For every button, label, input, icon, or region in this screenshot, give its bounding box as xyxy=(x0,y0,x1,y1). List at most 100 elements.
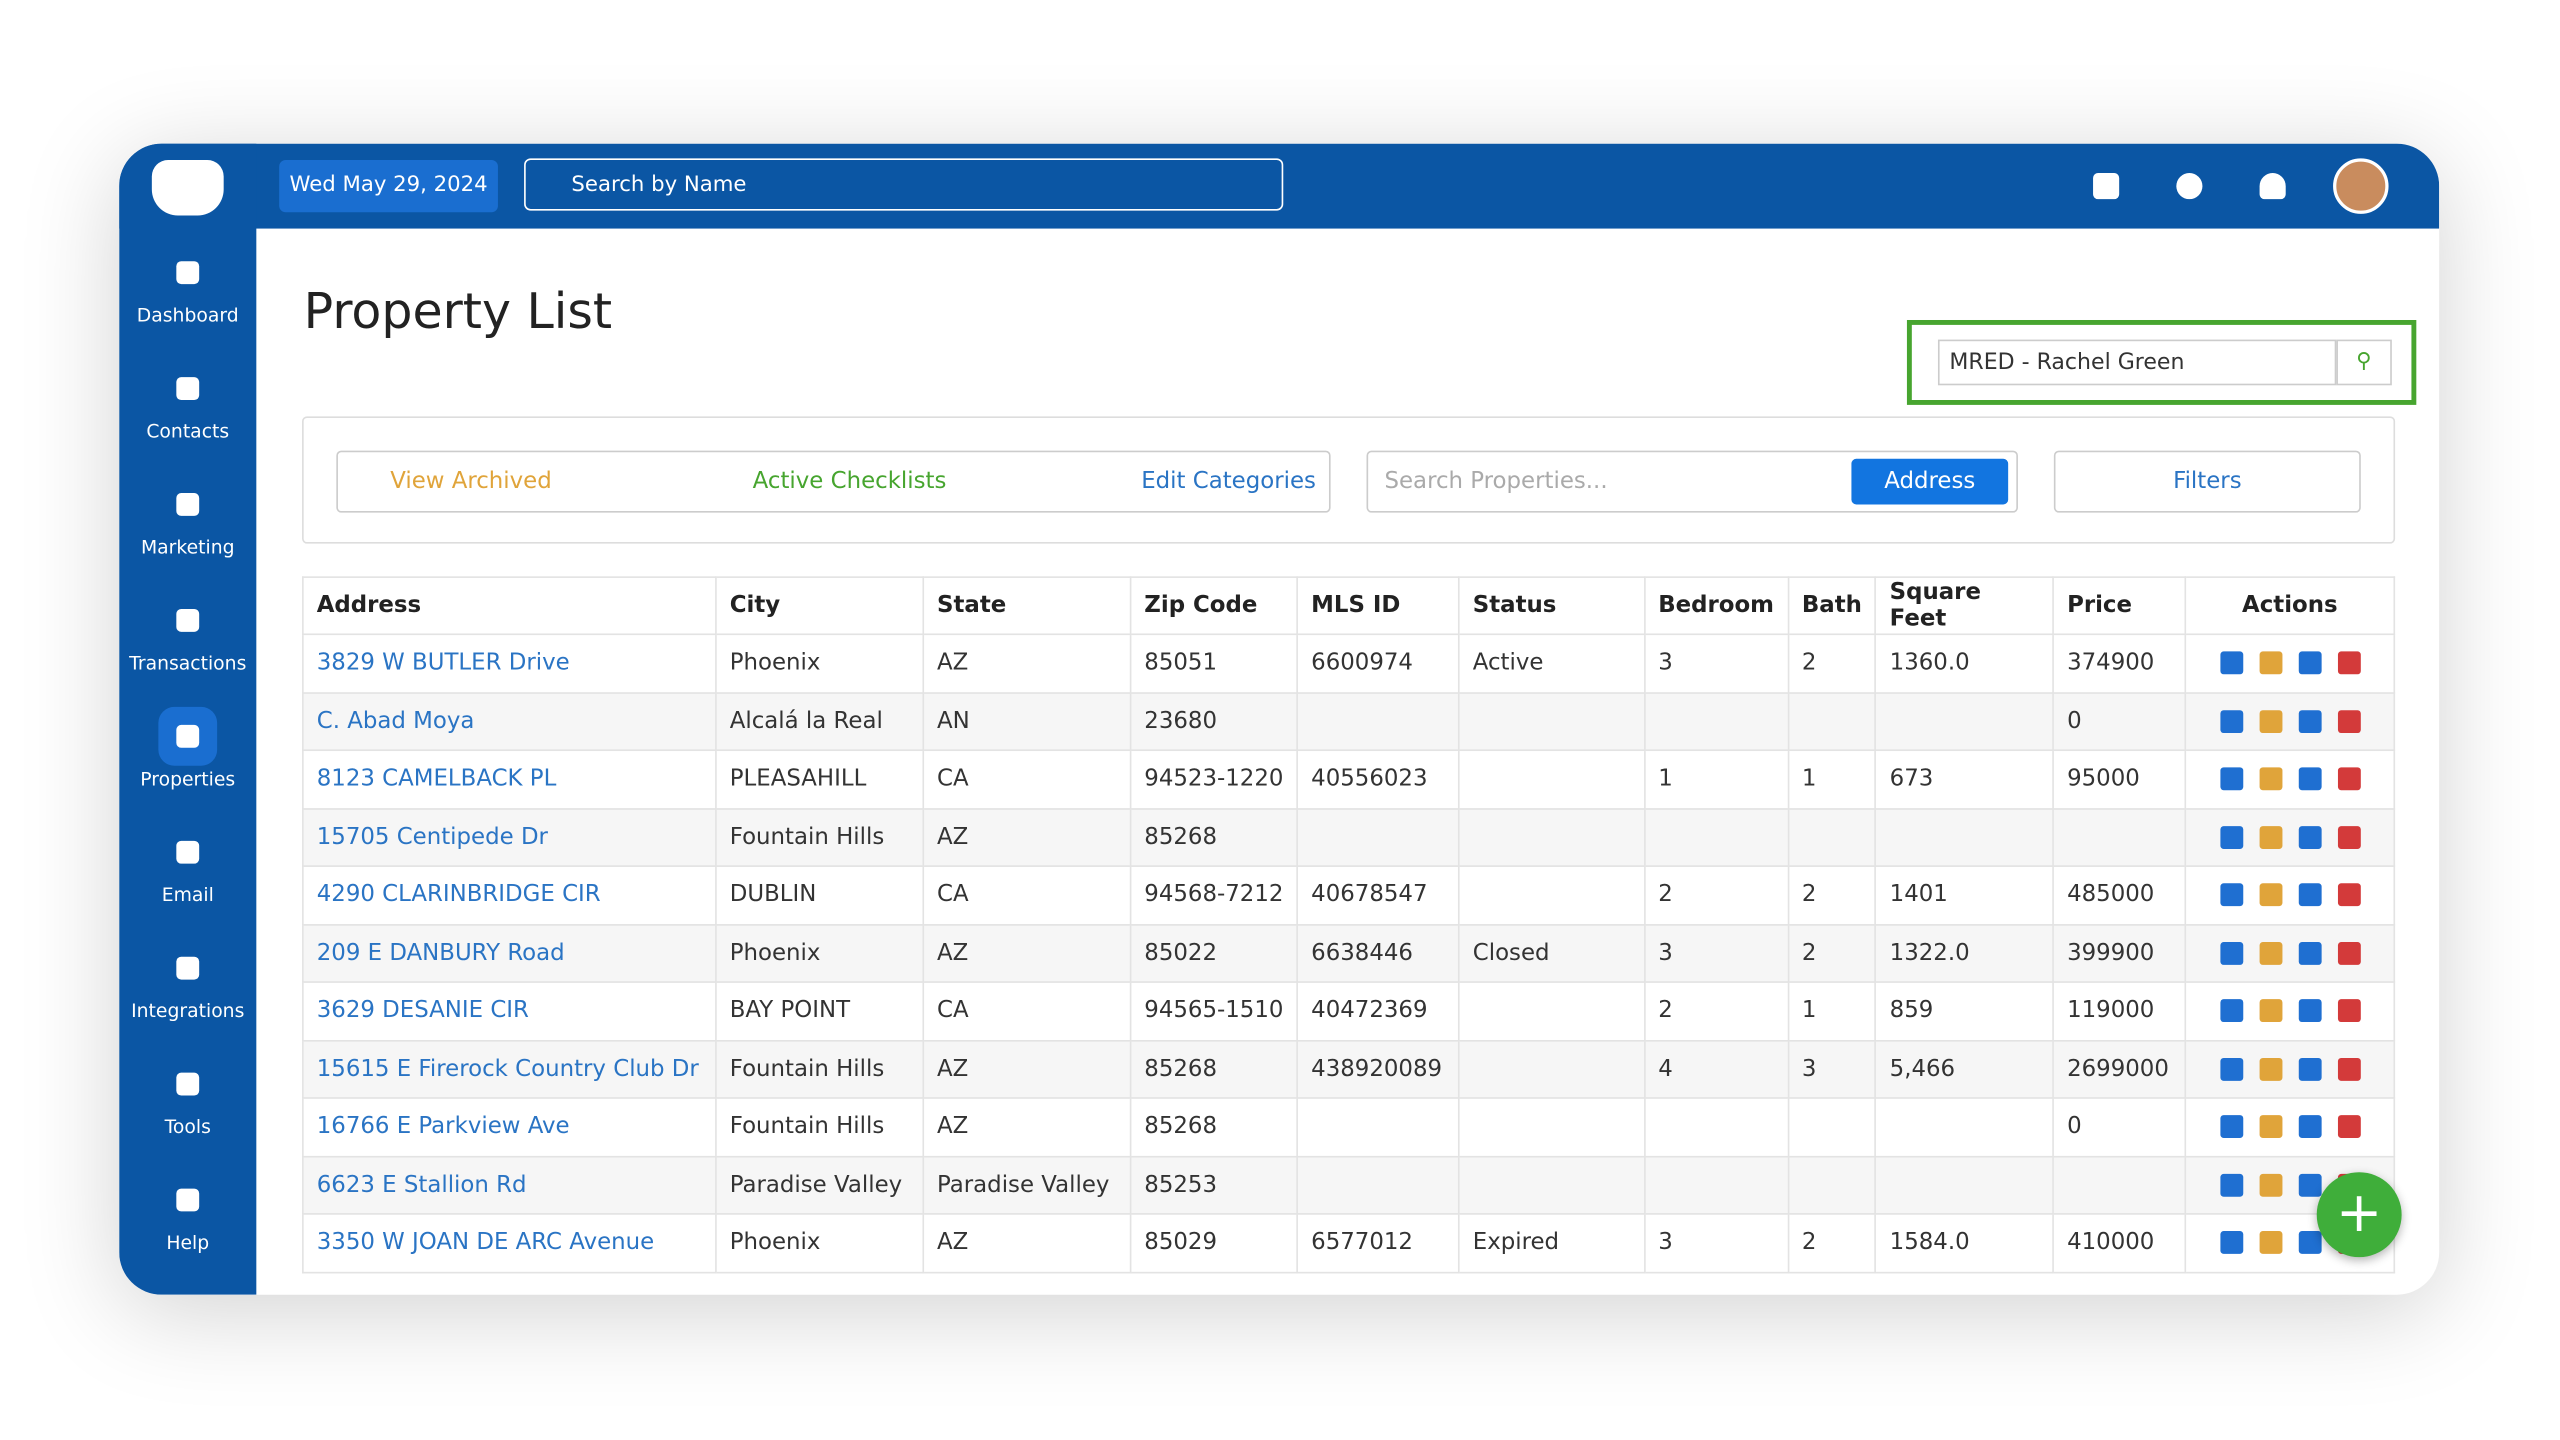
nav-item[interactable]: Integrations xyxy=(119,956,256,1022)
column-header[interactable]: Square Feet xyxy=(1874,576,2054,636)
table-cell: DUBLIN xyxy=(715,865,924,925)
table-cell: 1322.0 xyxy=(1874,923,2054,983)
delete-icon[interactable] xyxy=(2337,941,2361,965)
delete-icon[interactable] xyxy=(2337,709,2361,733)
address-link[interactable]: 8123 CAMELBACK PL xyxy=(316,766,557,793)
ad-icon[interactable] xyxy=(2298,1057,2321,1081)
ad-icon[interactable] xyxy=(2298,767,2321,791)
ad-icon[interactable] xyxy=(2298,1115,2321,1139)
address-link[interactable]: 3629 DESANIE CIR xyxy=(316,997,529,1025)
nav-icon xyxy=(176,608,200,632)
ad-icon[interactable] xyxy=(2298,651,2321,675)
actions-cell xyxy=(2184,807,2396,867)
address-link[interactable]: C. Abad Moya xyxy=(316,708,475,735)
nav-item[interactable]: Email xyxy=(119,840,256,906)
logo[interactable] xyxy=(151,159,224,216)
nav-label: Properties xyxy=(140,767,236,791)
address-link[interactable]: 15705 Centipede Dr xyxy=(316,824,548,851)
delete-icon[interactable] xyxy=(2337,999,2361,1023)
archive-icon[interactable] xyxy=(2258,651,2282,675)
address-link[interactable]: 3829 W BUTLER Drive xyxy=(316,650,570,677)
view-archived[interactable]: View Archived xyxy=(390,468,552,495)
filters-button[interactable]: Filters xyxy=(2053,450,2361,513)
delete-icon[interactable] xyxy=(2337,883,2361,907)
date-button[interactable]: Wed May 29, 2024 xyxy=(279,159,498,213)
archive-icon[interactable] xyxy=(2258,767,2282,791)
cell-text: 85268 xyxy=(1144,1113,1218,1140)
nav-item[interactable]: Tools xyxy=(119,1072,256,1138)
nav-item[interactable]: Dashboard xyxy=(119,261,256,327)
address-link[interactable]: 3350 W JOAN DE ARC Avenue xyxy=(316,1229,655,1256)
address-link[interactable]: 15615 E Firerock Country Club Dr xyxy=(316,1055,699,1083)
edit-icon[interactable] xyxy=(2219,1231,2243,1255)
address-link[interactable]: 16766 E Parkview Ave xyxy=(316,1113,570,1140)
search-field-button[interactable]: Address xyxy=(1851,458,2009,505)
archive-icon[interactable] xyxy=(2258,883,2282,907)
column-header[interactable]: Price xyxy=(2052,576,2187,636)
archive-icon[interactable] xyxy=(2258,825,2282,849)
column-header[interactable]: Bath xyxy=(1787,576,1877,636)
column-header[interactable]: Zip Code xyxy=(1129,576,1299,636)
address-link[interactable]: 4290 CLARINBRIDGE CIR xyxy=(316,882,601,909)
edit-icon[interactable] xyxy=(2219,709,2243,733)
ad-icon[interactable] xyxy=(2298,1231,2321,1255)
nav-item[interactable]: Help xyxy=(119,1188,256,1254)
edit-icon[interactable] xyxy=(2219,825,2243,849)
table-cell xyxy=(1458,981,1646,1041)
table-cell xyxy=(1643,1155,1789,1215)
edit-icon[interactable] xyxy=(2219,999,2243,1023)
archive-icon[interactable] xyxy=(2258,1057,2282,1081)
column-header[interactable]: MLS ID xyxy=(1296,576,1460,636)
table-cell: 2 xyxy=(1643,981,1789,1041)
edit-icon[interactable] xyxy=(2219,883,2243,907)
delete-icon[interactable] xyxy=(2337,651,2361,675)
column-header[interactable]: Bedroom xyxy=(1643,576,1789,636)
active-checklists[interactable]: Active Checklists xyxy=(752,468,947,495)
edit-icon[interactable] xyxy=(2219,1057,2243,1081)
edit-icon[interactable] xyxy=(2219,1173,2243,1197)
address-link[interactable]: 6623 E Stallion Rd xyxy=(316,1171,527,1198)
ad-icon[interactable] xyxy=(2298,825,2321,849)
archive-icon[interactable] xyxy=(2258,941,2282,965)
archive-icon[interactable] xyxy=(2258,999,2282,1023)
agent-dropdown[interactable]: MRED - Rachel Green xyxy=(1937,339,2337,386)
ad-icon[interactable] xyxy=(2298,999,2321,1023)
column-header[interactable]: State xyxy=(922,576,1132,636)
nav-item[interactable]: Transactions xyxy=(119,608,256,674)
nav-item[interactable]: Marketing xyxy=(119,493,256,558)
settings-icon[interactable] xyxy=(2176,173,2203,200)
edit-icon[interactable] xyxy=(2219,941,2243,965)
delete-icon[interactable] xyxy=(2337,1115,2361,1139)
user-avatar[interactable] xyxy=(2333,158,2389,214)
add-button[interactable]: + xyxy=(2316,1172,2402,1258)
bell-icon[interactable] xyxy=(2259,173,2286,200)
ad-icon[interactable] xyxy=(2298,1173,2321,1197)
archive-icon[interactable] xyxy=(2258,1231,2282,1255)
edit-icon[interactable] xyxy=(2219,767,2243,791)
table-cell: 85022 xyxy=(1129,923,1299,983)
archive-icon[interactable] xyxy=(2258,1173,2282,1197)
cell-text: 485000 xyxy=(2067,882,2155,909)
column-header[interactable]: Status xyxy=(1458,576,1646,636)
nav-item[interactable]: Contacts xyxy=(119,377,256,442)
delete-icon[interactable] xyxy=(2337,1057,2361,1081)
ad-icon[interactable] xyxy=(2298,709,2321,733)
column-header[interactable]: Address xyxy=(302,576,717,636)
search-input[interactable]: Search Properties... xyxy=(1384,468,1608,495)
delete-icon[interactable] xyxy=(2337,767,2361,791)
address-link[interactable]: 209 E DANBURY Road xyxy=(316,939,565,967)
chat-icon[interactable] xyxy=(2093,173,2120,200)
edit-icon[interactable] xyxy=(2219,651,2243,675)
edit-categories[interactable]: Edit Categories xyxy=(1141,468,1316,495)
delete-icon[interactable] xyxy=(2337,825,2361,849)
column-header[interactable]: Actions xyxy=(2184,576,2396,636)
nav-item[interactable]: Properties xyxy=(119,724,256,791)
edit-icon[interactable] xyxy=(2219,1115,2243,1139)
ad-icon[interactable] xyxy=(2298,883,2321,907)
agent-search-button[interactable]: ⚲ xyxy=(2336,339,2392,386)
archive-icon[interactable] xyxy=(2258,1115,2282,1139)
column-header[interactable]: City xyxy=(715,576,924,636)
name-search[interactable]: Search by Name xyxy=(524,158,1284,211)
ad-icon[interactable] xyxy=(2298,941,2321,965)
archive-icon[interactable] xyxy=(2258,709,2282,733)
